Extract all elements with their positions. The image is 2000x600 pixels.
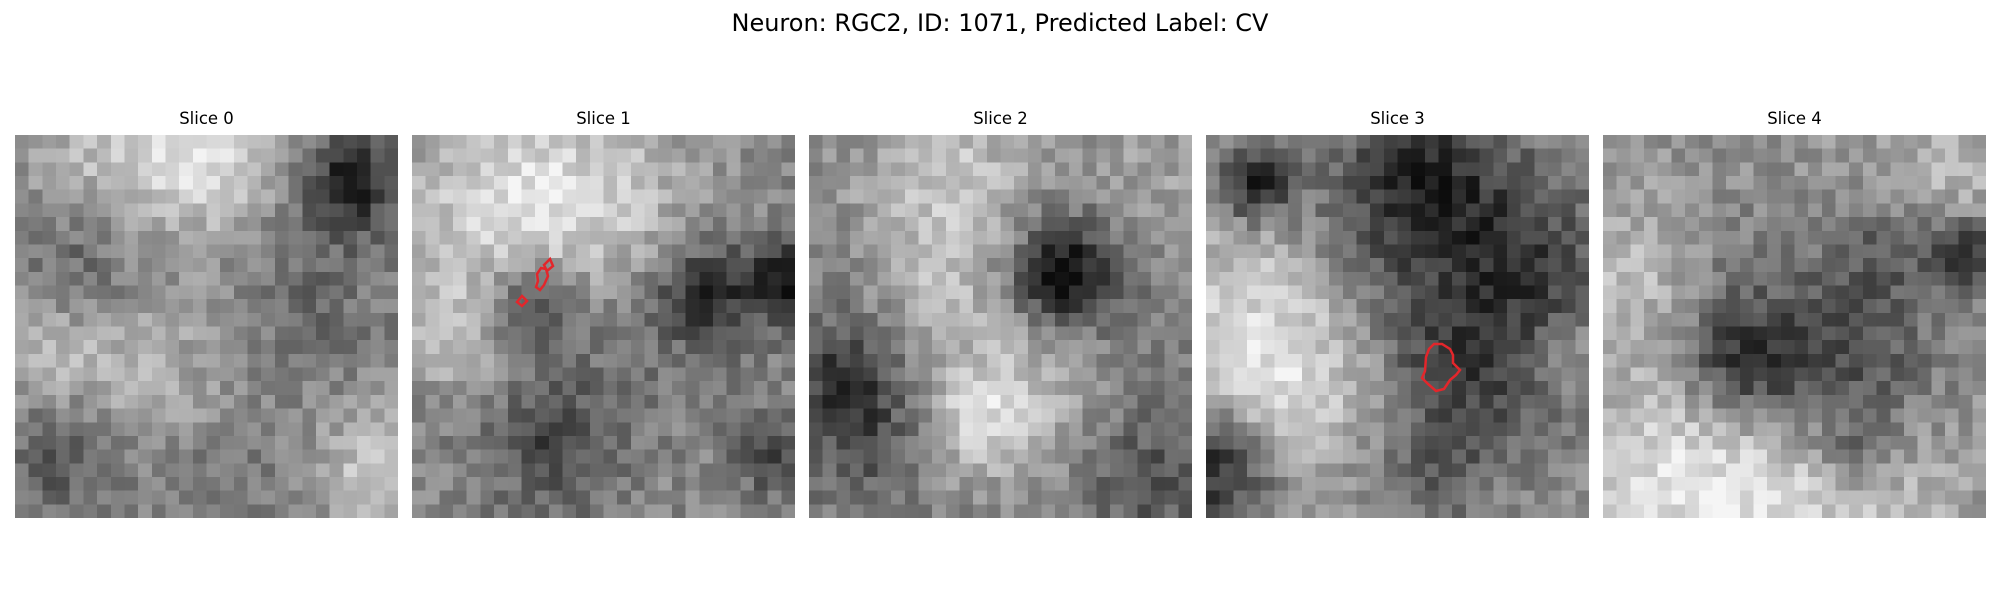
slice-title-2: Slice 2 [973, 109, 1028, 128]
figure-title: Neuron: RGC2, ID: 1071, Predicted Label:… [731, 9, 1269, 37]
slice-image-2 [809, 135, 1192, 518]
slice-panel-0: Slice 0 [15, 108, 398, 518]
slice-image-3 [1206, 135, 1589, 518]
slice-image-4 [1603, 135, 1986, 518]
slice-title-1: Slice 1 [576, 109, 631, 128]
slice-title-3: Slice 3 [1370, 109, 1425, 128]
slice-panel-4: Slice 4 [1603, 108, 1986, 518]
slice-panel-2: Slice 2 [809, 108, 1192, 518]
slice-panel-3: Slice 3 [1206, 108, 1589, 518]
slice-title-0: Slice 0 [179, 109, 234, 128]
slice-image-0 [15, 135, 398, 518]
slice-image-1 [412, 135, 795, 518]
slice-title-4: Slice 4 [1767, 109, 1822, 128]
slice-panel-1: Slice 1 [412, 108, 795, 518]
